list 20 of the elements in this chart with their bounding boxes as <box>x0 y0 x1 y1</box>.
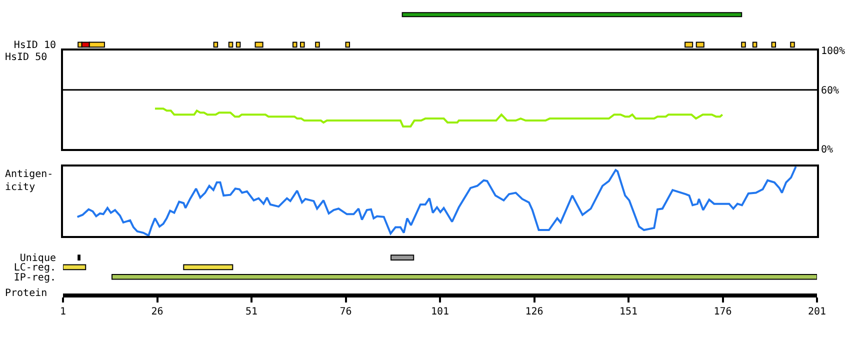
x-tick-label: 76 <box>340 306 352 318</box>
x-tick-label: 126 <box>525 306 544 318</box>
x-tick-label: 151 <box>619 306 638 318</box>
y-tick-label: 60% <box>821 85 840 96</box>
x-tick-label: 201 <box>808 306 826 318</box>
y-axis-title: HsID 50 <box>5 52 48 63</box>
x-tick-label: 51 <box>245 306 258 318</box>
x-axis-title: Protein <box>5 288 48 299</box>
line-series <box>154 108 724 128</box>
x-tick-label: 101 <box>430 306 450 318</box>
y-tick-label: IP-reg. <box>14 272 56 284</box>
y-tick-label: Unique <box>20 253 56 264</box>
y-tick-label: 0% <box>821 144 834 156</box>
x-tick-label: 176 <box>714 306 732 318</box>
y-tick-label: LC-reg. <box>14 262 56 274</box>
y-tick-label: 100% <box>821 46 846 57</box>
x-tick-label: 1 <box>60 306 66 318</box>
y-axis-title: Antigen- icity <box>5 169 54 193</box>
y-tick-label: HsID 10 <box>14 40 56 52</box>
x-tick-label: 26 <box>151 306 164 318</box>
